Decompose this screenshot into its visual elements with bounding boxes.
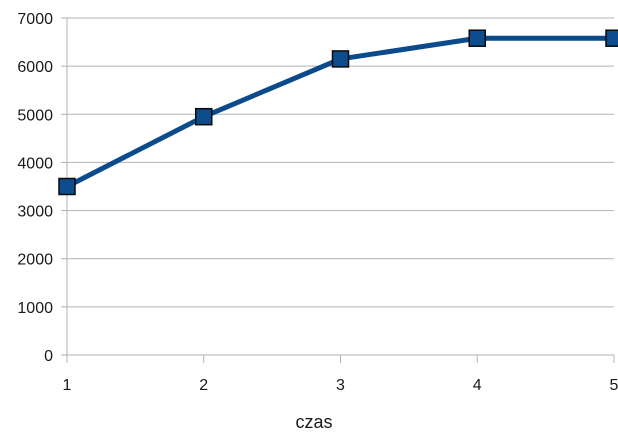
x-tick-label: 4 (473, 377, 482, 394)
y-tick-label: 1000 (17, 300, 53, 317)
data-point-marker (605, 29, 618, 47)
y-tick-label: 5000 (17, 107, 53, 124)
y-tick-label: 2000 (17, 252, 53, 269)
data-point-marker (331, 50, 350, 68)
data-point-marker (468, 29, 486, 47)
y-tick-label: 4000 (17, 155, 53, 172)
y-tick-label: 0 (44, 348, 53, 365)
x-tick-labels: 1 2 3 4 5 (63, 377, 618, 394)
y-tick-label: 3000 (17, 204, 53, 221)
y-tick-label: 6000 (17, 59, 53, 76)
x-tick-label: 3 (336, 377, 345, 394)
series-group (58, 29, 618, 196)
axes (61, 17, 615, 363)
data-point-marker (58, 177, 76, 196)
data-point-marker (195, 107, 213, 126)
y-tick-labels: 0 1000 2000 3000 4000 5000 6000 7000 (17, 11, 53, 365)
x-tick-label: 2 (199, 377, 208, 394)
y-tick-label: 7000 (17, 11, 53, 28)
x-tick-label: 1 (63, 377, 72, 394)
x-axis-title: czas (295, 412, 332, 432)
x-tick-label: 5 (610, 377, 618, 394)
